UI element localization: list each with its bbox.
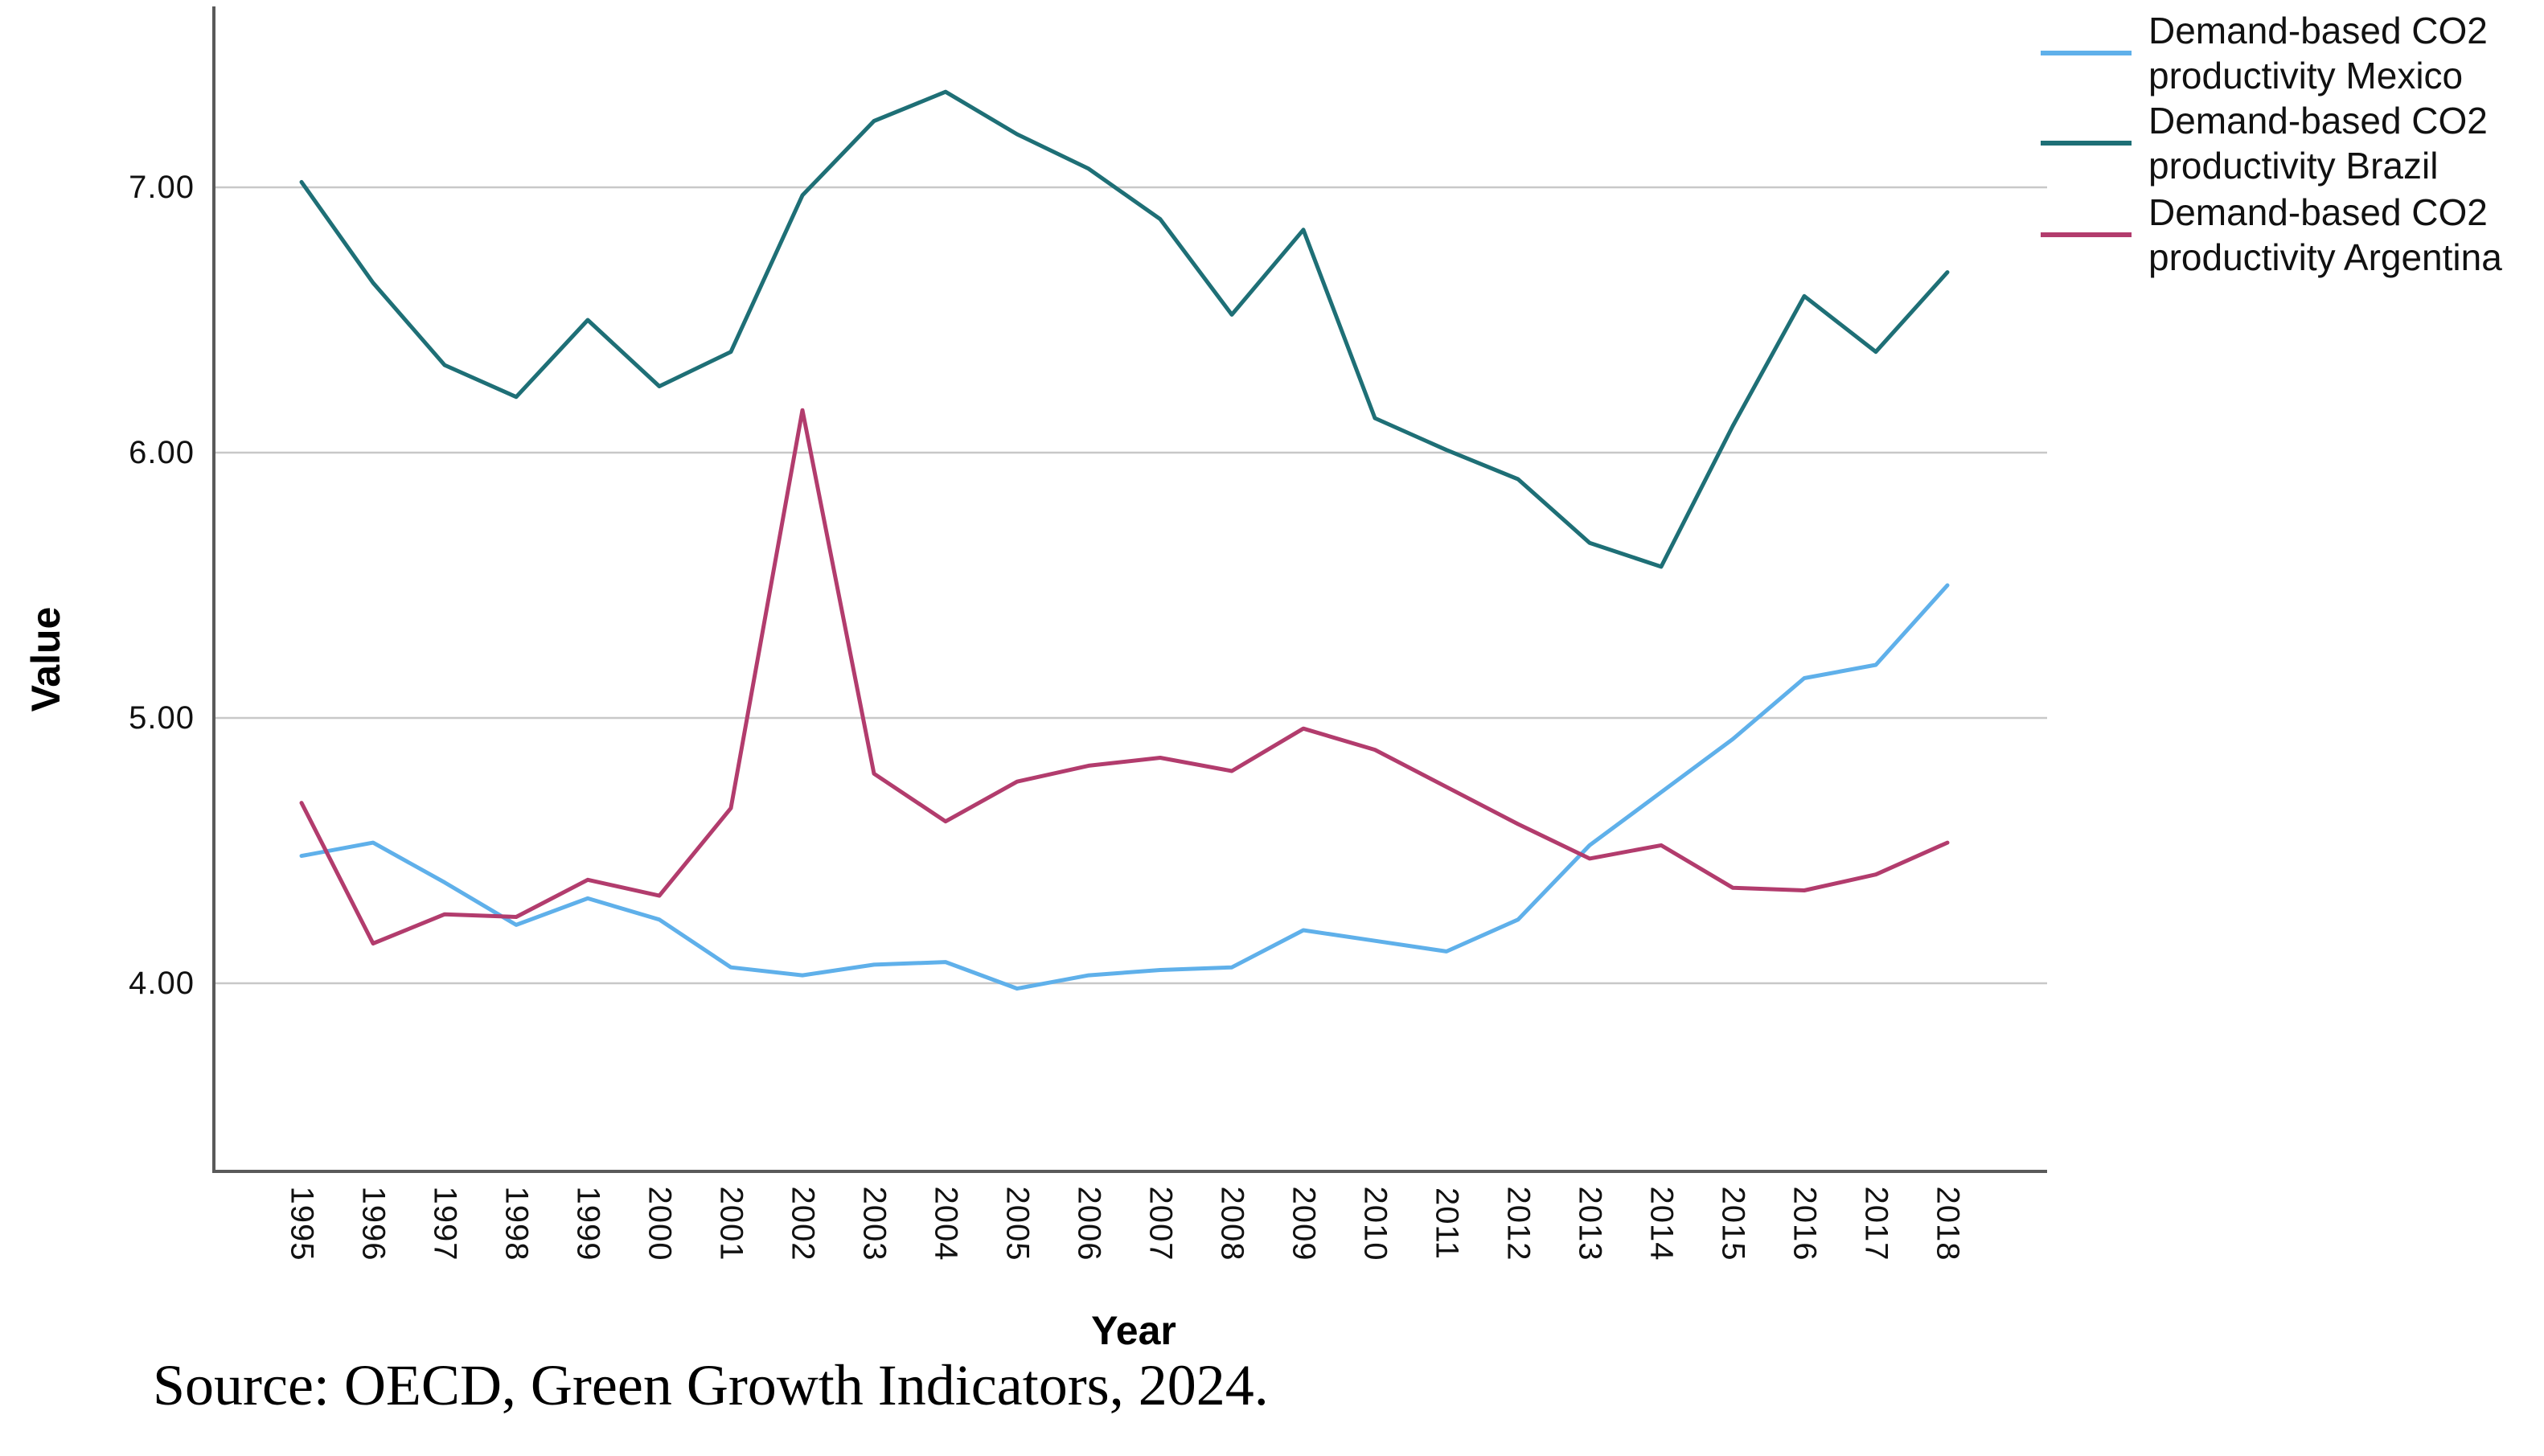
legend-swatch-icon (2041, 232, 2132, 237)
x-tick-label: 2018 (1930, 1186, 1966, 1261)
x-tick-label: 2012 (1500, 1186, 1537, 1261)
y-tick-label: 7.00 (129, 170, 195, 205)
x-tick-label: 2002 (785, 1186, 821, 1261)
x-tick-label: 2013 (1572, 1186, 1608, 1261)
series-line-brazil (299, 89, 1950, 569)
y-tick-label: 6.00 (129, 435, 195, 470)
x-tick-label: 2000 (642, 1186, 678, 1261)
x-tick-label: 2016 (1787, 1186, 1823, 1261)
legend-entry: Demand-based CO2 productivity Mexico (2041, 8, 2539, 103)
legend-swatch-icon (2041, 141, 2132, 146)
legend-entry: Demand-based CO2 productivity Argentina (2041, 190, 2539, 285)
x-tick-label: 2011 (1429, 1187, 1465, 1261)
x-tick-label: 1995 (284, 1186, 320, 1261)
x-axis-title: Year (1091, 1308, 1176, 1353)
y-tick-label: 5.00 (129, 700, 195, 736)
y-axis-title: Value (23, 606, 68, 712)
legend-label: Demand-based CO2 productivity Mexico (2148, 10, 2488, 96)
x-tick-label: 2004 (928, 1186, 964, 1261)
x-tick-label: 1998 (499, 1186, 535, 1261)
legend-swatch-icon (2041, 51, 2132, 55)
x-tick-label: 2003 (856, 1186, 892, 1261)
x-tick-label: 2009 (1286, 1186, 1322, 1261)
series-line-mexico (299, 583, 1950, 991)
y-tick-label: 4.00 (129, 966, 195, 1001)
x-tick-label: 2014 (1643, 1186, 1680, 1261)
x-tick-label: 1996 (355, 1186, 392, 1261)
x-tick-label: 2010 (1357, 1186, 1393, 1261)
x-tick-label: 2001 (713, 1186, 749, 1261)
series-line-argentina (299, 408, 1950, 945)
source-note: Source: OECD, Green Growth Indicators, 2… (153, 1353, 1269, 1417)
x-tick-label: 2007 (1143, 1186, 1179, 1261)
x-tick-label: 2006 (1071, 1186, 1107, 1261)
legend-label: Demand-based CO2 productivity Brazil (2148, 100, 2488, 187)
x-tick-label: 2017 (1858, 1186, 1894, 1261)
x-tick-label: 1997 (427, 1186, 463, 1261)
legend-label: Demand-based CO2 productivity Argentina (2148, 191, 2502, 278)
x-tick-label: 2015 (1715, 1186, 1751, 1261)
x-tick-label: 2005 (999, 1186, 1036, 1261)
legend-entry: Demand-based CO2 productivity Brazil (2041, 98, 2539, 193)
x-tick-label: 2008 (1214, 1186, 1250, 1261)
x-tick-label: 1999 (570, 1186, 606, 1261)
